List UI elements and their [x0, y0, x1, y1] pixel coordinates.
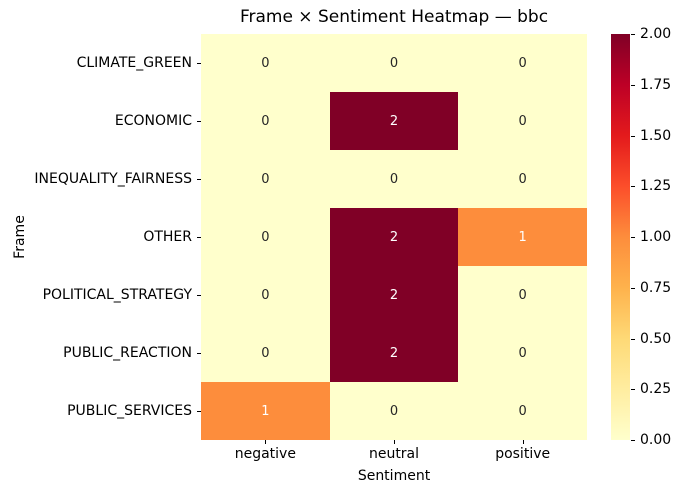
y-axis-tick [197, 295, 201, 296]
colorbar-tick-label: 0.50 [640, 330, 672, 347]
heatmap-cell: 0 [458, 34, 587, 92]
y-tick-label: PUBLIC_REACTION [63, 345, 192, 361]
heatmap-cell: 0 [458, 266, 587, 324]
x-tick-label: neutral [368, 446, 420, 462]
y-axis-tick [197, 179, 201, 180]
colorbar [611, 34, 630, 440]
colorbar-tick-label: 2.00 [640, 26, 672, 42]
colorbar-tick [631, 389, 635, 391]
colorbar-tick [631, 287, 635, 289]
heatmap-cell: 0 [458, 150, 587, 208]
x-tick-label: negative [234, 446, 296, 462]
y-axis-label: Frame [12, 215, 28, 259]
y-tick-label: INEQUALITY_FAIRNESS [34, 171, 192, 187]
heatmap-cell: 2 [329, 324, 459, 382]
heatmap-cell: 0 [329, 34, 459, 92]
heatmap-cell: 0 [329, 382, 459, 440]
heatmap-cell: 1 [201, 382, 330, 440]
colorbar-tick [631, 440, 635, 441]
colorbar-tick [631, 186, 635, 188]
colorbar-tick [631, 84, 635, 86]
colorbar-tick-label: 0.75 [640, 279, 672, 296]
heatmap-cell: 2 [329, 208, 459, 266]
colorbar-tick-label: 1.00 [640, 229, 672, 245]
y-axis-tick [197, 63, 201, 64]
colorbar-tick [631, 135, 635, 137]
y-axis-tick [197, 411, 201, 412]
colorbar-tick [631, 34, 635, 35]
colorbar-tick-label: 1.50 [640, 127, 672, 144]
heatmap-cell: 0 [201, 150, 330, 208]
heatmap-cell: 0 [201, 92, 330, 150]
colorbar-tick-label: 1.25 [640, 178, 672, 195]
heatmap-cell: 0 [201, 266, 330, 324]
x-axis-tick [522, 440, 524, 444]
chart-title: Frame × Sentiment Heatmap — bbc [239, 7, 549, 27]
heatmap-cell: 0 [329, 150, 459, 208]
x-axis-tick [265, 440, 267, 444]
x-axis-label: Sentiment [357, 468, 431, 484]
colorbar-tick-label: 0.00 [640, 432, 672, 448]
x-axis-tick [394, 440, 395, 444]
heatmap-cell: 0 [201, 324, 330, 382]
y-axis-tick [197, 353, 201, 354]
x-tick-label: positive [495, 446, 551, 462]
colorbar-tick-label: 1.75 [640, 76, 672, 93]
colorbar-tick-label: 0.25 [640, 381, 672, 398]
heatmap-cell: 1 [458, 208, 587, 266]
heatmap-cell: 2 [329, 266, 459, 324]
heatmap-cell: 2 [329, 92, 459, 150]
heatmap-cell: 0 [201, 208, 330, 266]
y-axis-tick [197, 121, 201, 122]
y-tick-label: OTHER [143, 229, 192, 245]
y-tick-label: CLIMATE_GREEN [76, 55, 192, 71]
colorbar-tick [631, 237, 635, 238]
heatmap-cell: 0 [458, 92, 587, 150]
heatmap-cell: 0 [201, 34, 330, 92]
y-tick-label: POLITICAL_STRATEGY [42, 287, 192, 303]
y-tick-label: ECONOMIC [114, 113, 192, 129]
colorbar-tick [631, 338, 635, 340]
y-tick-label: PUBLIC_SERVICES [67, 403, 192, 419]
heatmap-cell: 0 [458, 324, 587, 382]
y-axis-tick [197, 237, 201, 238]
heatmap-cell: 0 [458, 382, 587, 440]
